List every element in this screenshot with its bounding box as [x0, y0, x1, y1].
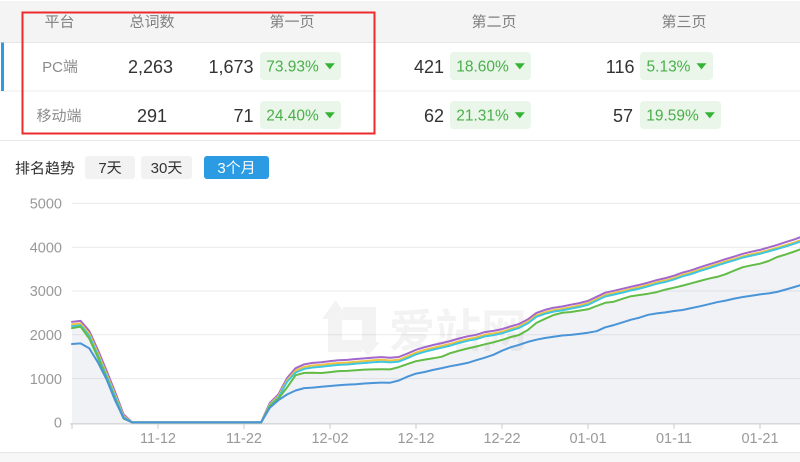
svg-text:12-22: 12-22 — [483, 431, 520, 447]
svg-text:21.31%: 21.31% — [456, 108, 509, 125]
svg-text:PC: PC — [42, 59, 63, 76]
svg-text:116: 116 — [606, 57, 635, 77]
svg-text:5000: 5000 — [30, 197, 62, 213]
svg-text:11-22: 11-22 — [226, 431, 262, 447]
svg-text:2000: 2000 — [30, 328, 62, 344]
svg-text:24.40%: 24.40% — [266, 108, 319, 125]
svg-text:01-21: 01-21 — [741, 431, 778, 447]
svg-text:0: 0 — [54, 416, 62, 432]
svg-text:2,263: 2,263 — [128, 57, 173, 77]
svg-text:62: 62 — [424, 106, 444, 126]
svg-text:291: 291 — [137, 106, 167, 126]
svg-text:12-12: 12-12 — [397, 431, 434, 447]
svg-text:01-11: 01-11 — [656, 431, 692, 447]
svg-text:12-02: 12-02 — [311, 431, 348, 447]
svg-text:4000: 4000 — [30, 240, 62, 256]
svg-text:01-01: 01-01 — [569, 431, 606, 447]
svg-text:7: 7 — [98, 160, 106, 177]
svg-text:19.59%: 19.59% — [646, 108, 699, 125]
svg-text:71: 71 — [233, 106, 253, 126]
svg-text:3: 3 — [217, 160, 225, 177]
svg-text:57: 57 — [613, 106, 633, 126]
svg-text:73.93%: 73.93% — [266, 59, 319, 76]
svg-text:1,673: 1,673 — [208, 57, 253, 77]
svg-text:421: 421 — [414, 57, 444, 77]
svg-text:11-12: 11-12 — [140, 431, 176, 447]
svg-text:1000: 1000 — [30, 372, 62, 388]
svg-text:3000: 3000 — [30, 284, 62, 300]
svg-text:30: 30 — [151, 160, 168, 177]
svg-text:18.60%: 18.60% — [456, 59, 509, 76]
svg-text:5.13%: 5.13% — [647, 59, 691, 76]
